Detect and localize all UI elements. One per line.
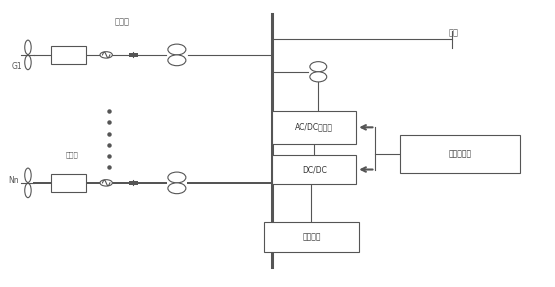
Text: G1: G1: [12, 62, 23, 71]
Bar: [272, 155, 356, 184]
Text: DC/DC: DC/DC: [302, 165, 327, 174]
Bar: [272, 111, 356, 144]
Circle shape: [100, 180, 112, 186]
Text: 谐波控制器: 谐波控制器: [448, 150, 471, 158]
Text: 储能装置: 储能装置: [302, 232, 321, 242]
Bar: [51, 174, 85, 192]
Bar: [264, 222, 359, 252]
Circle shape: [100, 52, 112, 58]
Ellipse shape: [310, 72, 327, 82]
Ellipse shape: [310, 62, 327, 72]
Bar: [400, 135, 519, 173]
Text: AC/DC变流器: AC/DC变流器: [295, 123, 333, 132]
Ellipse shape: [168, 55, 186, 66]
Ellipse shape: [168, 44, 186, 55]
Ellipse shape: [168, 183, 186, 194]
Text: Nn: Nn: [8, 176, 19, 185]
Ellipse shape: [168, 172, 186, 183]
Text: ㈣数台: ㈣数台: [65, 151, 78, 158]
Text: 风电场: 风电场: [115, 17, 130, 26]
Bar: [51, 46, 85, 64]
Text: 电网: 电网: [449, 28, 459, 37]
